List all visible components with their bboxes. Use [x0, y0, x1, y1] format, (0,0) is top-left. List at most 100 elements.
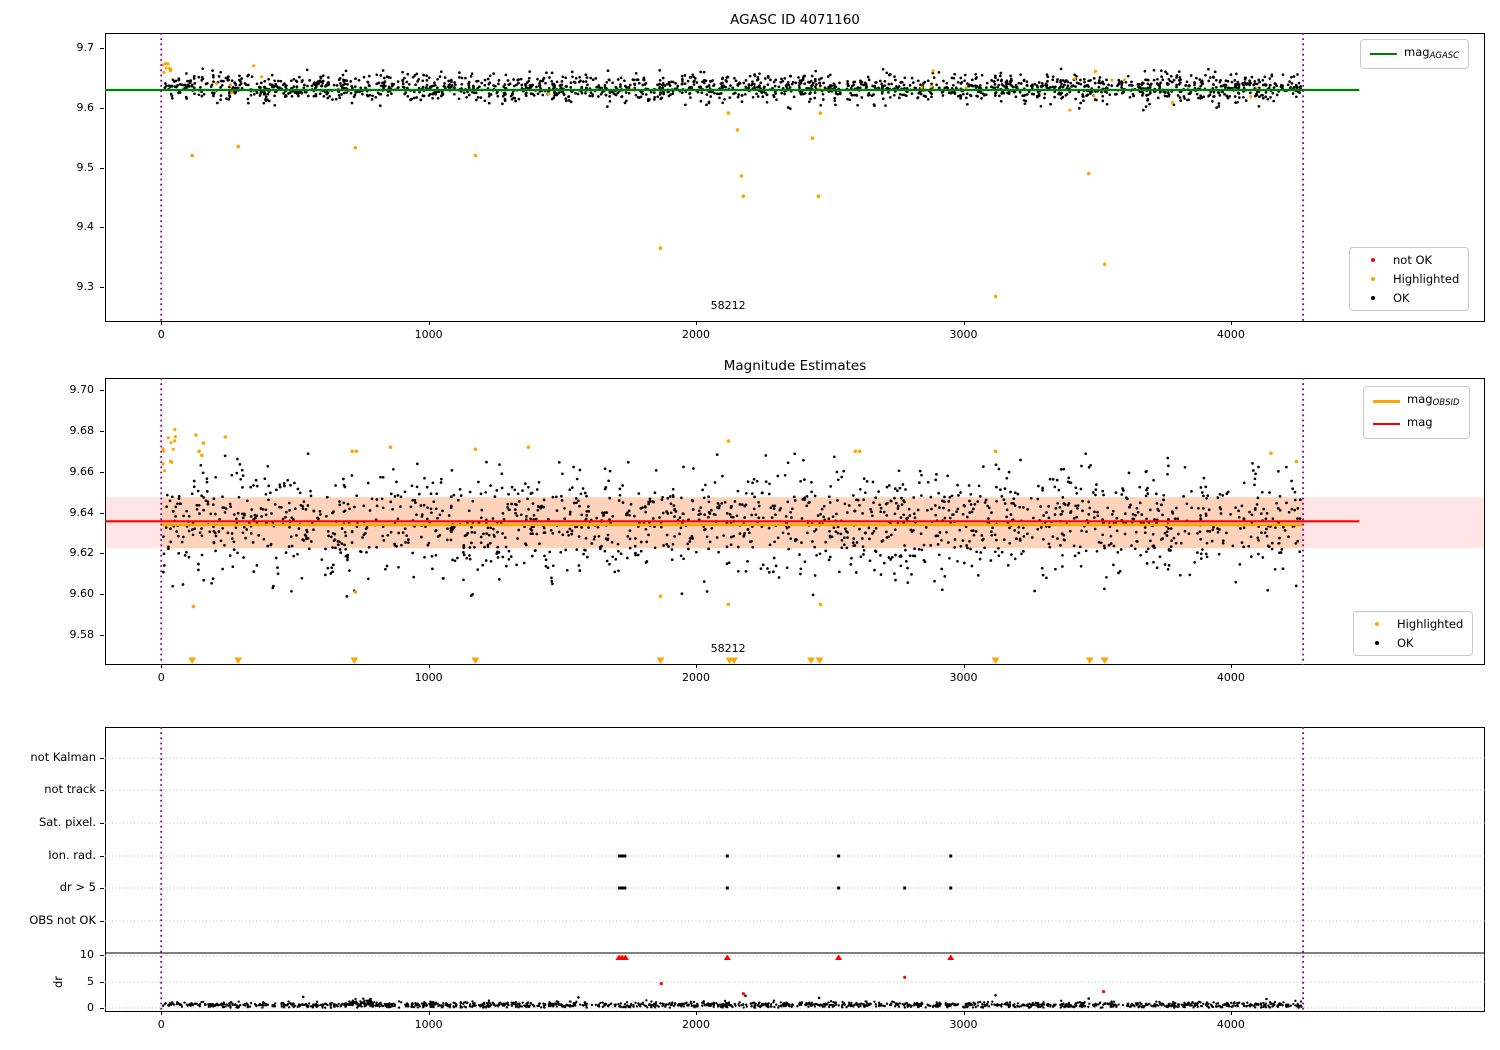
dr-tick-label: 0: [87, 1001, 94, 1014]
y-tick-label: 9.70: [69, 383, 95, 396]
x-tick-mark: [1230, 1011, 1232, 1015]
x-tick-label: 1000: [414, 328, 443, 341]
legend-point-types-plot2: Highlighted OK: [1353, 611, 1474, 656]
obsid-label-plot1: 58212: [710, 299, 746, 312]
legend-item-highlighted: Highlighted: [1363, 617, 1463, 631]
flag-row-label: Sat. pixel.: [38, 815, 96, 829]
plot-canvas: [105, 33, 1360, 322]
y-tick-label: 9.58: [69, 628, 95, 641]
y-tick-label: 9.66: [69, 464, 95, 478]
flags-dr-plot: [105, 727, 1485, 1012]
flag-row-label: dr > 5: [59, 880, 96, 894]
legend-label: Highlighted: [1393, 272, 1460, 286]
y-tick-mark: [100, 758, 104, 759]
y-tick-mark: [100, 635, 104, 636]
legend-label: not OK: [1393, 253, 1433, 267]
y-tick-label: 9.5: [76, 160, 95, 174]
x-tick-mark: [696, 321, 697, 325]
x-tick-label: 3000: [949, 1018, 978, 1031]
flag-row-label: not track: [44, 782, 96, 796]
x-tick-mark: [696, 664, 697, 668]
x-tick-label: 0: [157, 328, 165, 341]
magnitude-time-plot: [105, 33, 1485, 322]
x-tick-label: 4000: [1216, 1018, 1245, 1031]
legend-label: OK: [1397, 636, 1414, 650]
y-tick-label: 9.7: [76, 41, 95, 54]
y-tick-mark: [100, 227, 104, 229]
legend-item-ok: OK: [1359, 291, 1459, 305]
y-tick-mark: [100, 48, 104, 49]
legend-label: magOBSID: [1407, 392, 1460, 408]
flag-row-label: OBS not OK: [29, 913, 96, 927]
x-tick-label: 0: [157, 1018, 165, 1031]
x-tick-label: 2000: [682, 328, 710, 341]
legend-label: mag: [1407, 415, 1433, 429]
x-tick-label: 1000: [414, 671, 443, 684]
plot-canvas: [105, 727, 1485, 1012]
y-tick-mark: [100, 390, 104, 391]
magnitude-estimates-plot: [105, 378, 1485, 665]
y-tick-mark: [100, 471, 104, 473]
legend-item-not-ok: not OK: [1359, 253, 1459, 267]
y-tick-mark: [100, 982, 104, 983]
mag-obsid-line-swatch: [1373, 399, 1400, 403]
x-tick-mark: [161, 664, 163, 668]
legend-mag-agasc: magAGASC: [1360, 39, 1470, 69]
plot2-title: Magnitude Estimates: [723, 358, 867, 374]
x-tick-mark: [963, 321, 965, 325]
x-tick-mark: [161, 1011, 163, 1015]
x-tick-mark: [428, 664, 430, 668]
y-tick-mark: [100, 888, 104, 889]
y-tick-label: 9.3: [76, 280, 95, 293]
x-tick-label: 1000: [414, 1018, 443, 1031]
y-tick-mark: [100, 823, 104, 824]
y-tick-label: 9.60: [69, 587, 95, 601]
x-tick-label: 3000: [949, 671, 978, 684]
legend-item-ok: OK: [1363, 636, 1463, 650]
ok-dot-swatch: [1359, 296, 1386, 300]
ok-dot-swatch: [1363, 641, 1390, 645]
legend-label: magAGASC: [1404, 45, 1460, 61]
x-tick-mark: [1230, 664, 1232, 668]
y-tick-label: 9.62: [69, 546, 95, 560]
y-tick-mark: [100, 107, 104, 109]
y-tick-mark: [100, 167, 104, 169]
legend-item-mag-agasc: magAGASC: [1370, 45, 1459, 63]
x-tick-label: 2000: [682, 671, 710, 684]
legend-item-mag-obsid: magOBSID: [1373, 392, 1460, 410]
legend-label: OK: [1393, 291, 1410, 305]
x-tick-mark: [1230, 321, 1232, 325]
highlighted-dot-swatch: [1363, 622, 1390, 626]
y-tick-label: 9.6: [76, 100, 95, 114]
legend-label: Highlighted: [1397, 617, 1464, 631]
dr-tick-label: 5: [87, 975, 94, 988]
x-tick-label: 4000: [1216, 328, 1245, 341]
x-tick-mark: [161, 321, 163, 325]
y-tick-mark: [100, 430, 104, 432]
y-tick-mark: [100, 955, 104, 956]
flag-row-label: not Kalman: [30, 750, 96, 764]
highlighted-dot-swatch: [1359, 277, 1386, 281]
mag-line-swatch: [1373, 423, 1400, 425]
y-tick-mark: [100, 790, 104, 791]
x-tick-label: 0: [157, 671, 165, 684]
legend-item-highlighted: Highlighted: [1359, 272, 1459, 286]
y-tick-mark: [100, 287, 104, 288]
x-tick-mark: [963, 664, 965, 668]
legend-mag-lines: magOBSID mag: [1363, 386, 1470, 439]
x-tick-label: 4000: [1216, 671, 1245, 684]
y-tick-label: 9.64: [69, 505, 95, 519]
dr-tick-label: 10: [80, 948, 94, 961]
y-tick-mark: [100, 594, 104, 596]
y-tick-mark: [100, 921, 104, 922]
y-tick-mark: [100, 512, 104, 514]
x-tick-mark: [428, 321, 430, 325]
x-tick-label: 3000: [949, 328, 978, 341]
y-tick-mark: [100, 856, 104, 857]
y-tick-label: 9.4: [76, 220, 95, 234]
x-tick-mark: [428, 1011, 430, 1015]
y-tick-label: 9.68: [69, 423, 95, 437]
legend-point-types-plot1: not OK Highlighted OK: [1349, 247, 1470, 311]
plot-canvas: [105, 378, 1485, 665]
legend-item-mag: mag: [1373, 415, 1460, 433]
